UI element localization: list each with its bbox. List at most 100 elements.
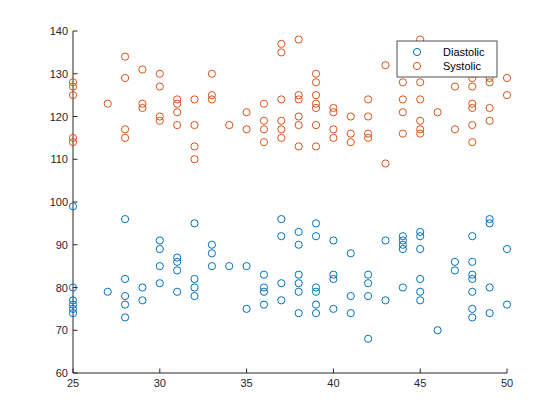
point bbox=[191, 96, 198, 103]
y-tick-label: 100 bbox=[50, 196, 68, 208]
legend-label: Diastolic bbox=[443, 46, 485, 58]
point bbox=[469, 258, 476, 265]
point bbox=[156, 70, 163, 77]
background bbox=[0, 0, 560, 420]
axes: 25303540455060708090100110120130140 bbox=[50, 25, 513, 389]
chart: 25303540455060708090100110120130140Diast… bbox=[0, 0, 560, 420]
point bbox=[503, 74, 510, 81]
point bbox=[69, 310, 76, 317]
x-tick-label: 40 bbox=[327, 377, 339, 389]
legend: DiastolicSystolic bbox=[397, 41, 497, 77]
point bbox=[365, 271, 372, 278]
point bbox=[486, 220, 493, 227]
point bbox=[330, 271, 337, 278]
point bbox=[121, 275, 128, 282]
point bbox=[399, 233, 406, 240]
point bbox=[156, 245, 163, 252]
point bbox=[312, 301, 319, 308]
point bbox=[469, 121, 476, 128]
point bbox=[417, 126, 424, 133]
point bbox=[295, 280, 302, 287]
point bbox=[174, 258, 181, 265]
point bbox=[174, 121, 181, 128]
point bbox=[69, 284, 76, 291]
y-tick bbox=[73, 244, 78, 245]
points bbox=[69, 36, 510, 342]
point bbox=[469, 288, 476, 295]
point bbox=[399, 237, 406, 244]
point bbox=[486, 79, 493, 86]
point bbox=[156, 113, 163, 120]
point bbox=[312, 100, 319, 107]
point bbox=[278, 297, 285, 304]
point bbox=[486, 284, 493, 291]
point bbox=[121, 216, 128, 223]
point bbox=[260, 284, 267, 291]
x-tick bbox=[333, 369, 334, 374]
point bbox=[434, 327, 441, 334]
point bbox=[278, 49, 285, 56]
point bbox=[156, 117, 163, 124]
point bbox=[260, 100, 267, 107]
point bbox=[295, 288, 302, 295]
point bbox=[330, 104, 337, 111]
legend-box bbox=[397, 41, 497, 77]
point bbox=[139, 297, 146, 304]
point bbox=[486, 117, 493, 124]
point bbox=[139, 66, 146, 73]
point bbox=[121, 126, 128, 133]
y-tick bbox=[73, 31, 78, 32]
x-axis-line bbox=[73, 373, 507, 374]
series bbox=[69, 203, 510, 343]
point bbox=[156, 280, 163, 287]
point bbox=[312, 143, 319, 150]
point bbox=[260, 139, 267, 146]
y-tick bbox=[73, 330, 78, 331]
point bbox=[330, 134, 337, 141]
y-tick-label: 70 bbox=[56, 324, 68, 336]
point bbox=[365, 96, 372, 103]
point bbox=[121, 301, 128, 308]
point bbox=[278, 216, 285, 223]
point bbox=[174, 100, 181, 107]
point bbox=[399, 96, 406, 103]
point bbox=[469, 275, 476, 282]
point bbox=[469, 233, 476, 240]
point bbox=[347, 310, 354, 317]
point bbox=[191, 292, 198, 299]
point bbox=[260, 288, 267, 295]
point bbox=[121, 314, 128, 321]
point bbox=[312, 233, 319, 240]
point bbox=[417, 96, 424, 103]
point bbox=[69, 134, 76, 141]
point bbox=[451, 258, 458, 265]
point bbox=[365, 134, 372, 141]
point bbox=[174, 288, 181, 295]
point bbox=[278, 280, 285, 287]
point bbox=[260, 271, 267, 278]
point bbox=[69, 301, 76, 308]
point bbox=[104, 288, 111, 295]
point bbox=[260, 126, 267, 133]
point bbox=[191, 121, 198, 128]
point bbox=[382, 160, 389, 167]
point bbox=[208, 241, 215, 248]
point bbox=[434, 109, 441, 116]
point bbox=[191, 156, 198, 163]
point bbox=[503, 245, 510, 252]
point bbox=[260, 301, 267, 308]
point bbox=[469, 100, 476, 107]
x-tick bbox=[73, 369, 74, 374]
point bbox=[399, 284, 406, 291]
point bbox=[174, 96, 181, 103]
point bbox=[347, 292, 354, 299]
point bbox=[208, 70, 215, 77]
point bbox=[312, 310, 319, 317]
point bbox=[469, 305, 476, 312]
point bbox=[330, 305, 337, 312]
point bbox=[295, 96, 302, 103]
point bbox=[330, 237, 337, 244]
point bbox=[243, 126, 250, 133]
point bbox=[174, 267, 181, 274]
point bbox=[312, 92, 319, 99]
